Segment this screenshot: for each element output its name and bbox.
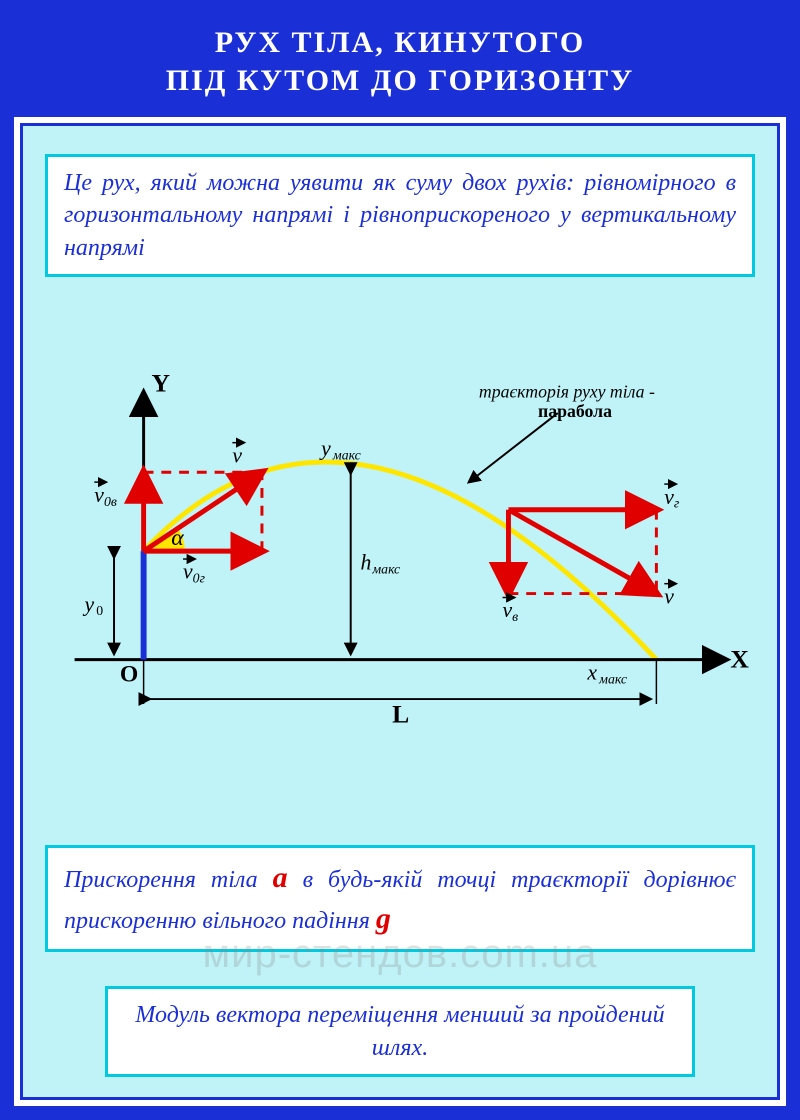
svg-text:траєкторія руху тіла -: траєкторія руху тіла - <box>479 381 655 401</box>
accel-g: g <box>376 902 391 935</box>
svg-text:O: O <box>120 661 138 687</box>
svg-text:v: v <box>232 444 242 468</box>
accel-a: a <box>273 861 288 894</box>
trajectory-diagram: YXOvv0вv0гαvгvвvy0yмаксhмаксxмаксLтраєкт… <box>45 341 755 781</box>
title-band: РУХ ТІЛА, КИНУТОГО ПІД КУТОМ ДО ГОРИЗОНТ… <box>14 14 786 117</box>
accel-pre: Прискорення тіла <box>64 867 273 893</box>
displacement-box: Модуль вектора переміщення менший за про… <box>105 986 695 1077</box>
svg-text:v0в: v0в <box>94 483 117 509</box>
svg-text:vг: vг <box>664 485 680 511</box>
svg-text:L: L <box>392 700 409 729</box>
svg-text:α: α <box>171 525 184 551</box>
svg-text:v: v <box>664 585 674 609</box>
poster-frame: РУХ ТІЛА, КИНУТОГО ПІД КУТОМ ДО ГОРИЗОНТ… <box>0 0 800 1120</box>
svg-text:x: x <box>586 661 597 685</box>
svg-text:v0г: v0г <box>183 560 206 586</box>
svg-text:h: h <box>361 551 372 575</box>
svg-text:Y: Y <box>152 369 171 398</box>
inner-panel: Це рух, який можна уявити як суму двох р… <box>20 123 780 1100</box>
displacement-text: Модуль вектора переміщення менший за про… <box>135 1002 664 1060</box>
svg-text:макс: макс <box>332 448 361 463</box>
definition-text: Це рух, який можна уявити як суму двох р… <box>64 170 736 261</box>
svg-text:макс: макс <box>371 562 400 577</box>
svg-text:y: y <box>319 437 331 461</box>
svg-text:парабола: парабола <box>538 401 612 421</box>
acceleration-box: Прискорення тіла a в будь-якій точці тра… <box>45 845 755 952</box>
svg-text:X: X <box>730 645 749 674</box>
svg-text:0: 0 <box>96 603 103 618</box>
diagram-container: YXOvv0вv0гαvгvвvy0yмаксhмаксxмаксLтраєкт… <box>45 303 755 819</box>
title-line1: РУХ ТІЛА, КИНУТОГО <box>34 24 766 62</box>
definition-box: Це рух, який можна уявити як суму двох р… <box>45 154 755 277</box>
title-line2: ПІД КУТОМ ДО ГОРИЗОНТУ <box>34 62 766 100</box>
svg-text:vв: vв <box>503 598 519 624</box>
svg-text:y: y <box>82 592 94 616</box>
svg-text:макс: макс <box>598 671 627 686</box>
